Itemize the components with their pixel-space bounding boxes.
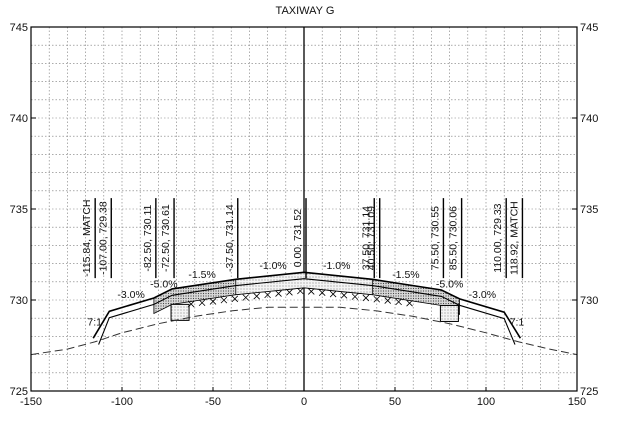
base-course-mark xyxy=(242,294,250,301)
x-tick-label: 0 xyxy=(301,396,307,408)
slope-label: -5.0% xyxy=(150,278,177,290)
slope-label: -5.0% xyxy=(436,278,463,290)
y-tick-label-left: 745 xyxy=(10,22,28,34)
base-course-mark xyxy=(340,292,348,299)
station-callout-label: -107.00, 729.38 xyxy=(97,201,109,275)
station-callout-label: 0.00, 731.52 xyxy=(292,209,304,268)
station-callout-label: 37.50, 731.14 xyxy=(360,206,372,270)
pavement-section xyxy=(153,271,461,322)
x-tick-label: 50 xyxy=(389,396,401,408)
base-course-mark xyxy=(395,298,402,306)
slope-label: -1.0% xyxy=(323,260,350,272)
base-course-mark xyxy=(231,295,239,303)
slope-labels: -1.0% -1.0% -1.5% -1.5% -5.0% -5.0% -3.0% -3.0%… xyxy=(87,260,524,328)
chart-title: TAXIWAY G xyxy=(276,5,335,17)
station-callout-label: -72.50, 730.61 xyxy=(160,204,172,272)
plot-frame xyxy=(30,26,578,392)
y-tick-label-right: 730 xyxy=(580,295,598,307)
slope-label: 7:1 xyxy=(510,316,525,328)
existing-ground xyxy=(30,306,578,356)
y-tick-label-right: 725 xyxy=(580,386,598,398)
finished-surface xyxy=(92,271,522,345)
existing-ground-line xyxy=(30,306,578,356)
base-course-mark xyxy=(297,287,304,295)
station-callout-label: -37.50, 731.14 xyxy=(224,204,236,272)
x-tick-label: 150 xyxy=(568,396,586,408)
edge-drain-box xyxy=(439,304,459,322)
base-course-mark xyxy=(351,293,359,300)
y-tick-label-right: 745 xyxy=(580,22,598,34)
station-callout-label: 85.50, 730.06 xyxy=(448,206,460,270)
base-course-mark xyxy=(406,299,413,307)
slope-label: -1.0% xyxy=(259,260,286,272)
y-tick-label-right: 740 xyxy=(580,113,598,125)
station-callout-label: 118.92, MATCH xyxy=(508,201,520,275)
x-tick-label: 100 xyxy=(477,396,495,408)
x-tick-label: -50 xyxy=(205,396,221,408)
base-course-mark xyxy=(198,299,206,307)
base-course-mark xyxy=(362,294,370,302)
y-tick-label-left: 735 xyxy=(10,204,28,216)
x-tick-label: -100 xyxy=(111,396,133,408)
station-callout-label: 110.00, 729.33 xyxy=(492,203,504,272)
grid xyxy=(30,26,578,392)
y-tick-label-left: 730 xyxy=(10,295,28,307)
edge-drain-box xyxy=(170,303,190,321)
base-course-mark xyxy=(307,288,315,295)
base-course-mark xyxy=(329,290,337,298)
base-course-mark xyxy=(373,295,381,303)
slope-label: -1.5% xyxy=(392,269,419,281)
x-tick-label: -150 xyxy=(20,396,42,408)
base-course-mark xyxy=(264,291,271,299)
station-callout-label: -82.50, 730.11 xyxy=(142,204,154,271)
y-tick-label-right: 735 xyxy=(580,204,598,216)
station-callout-label: -115.84, MATCH xyxy=(81,200,93,277)
y-tick-label-left: 740 xyxy=(10,113,28,125)
base-course-mark xyxy=(220,296,228,304)
subgrade-line xyxy=(98,278,516,345)
station-callouts: -115.84, MATCH -107.00, 729.38 -82.50, 730… xyxy=(81,198,524,279)
base-course-mark xyxy=(318,289,326,297)
slope-label: -3.0% xyxy=(469,289,496,301)
finished-surface-line xyxy=(92,271,522,339)
slope-label: -3.0% xyxy=(117,289,144,301)
station-callout-label: 40.50, 731.09 xyxy=(366,206,378,270)
station-callout-label: 75.50, 730.55 xyxy=(429,206,441,270)
y-tick-label-left: 725 xyxy=(10,386,28,398)
slope-label: 7:1 xyxy=(87,316,102,328)
base-course-mark xyxy=(209,298,217,305)
slope-label: -1.5% xyxy=(188,269,215,281)
base-course-mark xyxy=(253,292,260,300)
base-course-mark xyxy=(275,290,282,297)
base-course-mark xyxy=(286,289,293,296)
base-course-mark xyxy=(384,297,392,304)
base-course-mark xyxy=(187,300,195,308)
